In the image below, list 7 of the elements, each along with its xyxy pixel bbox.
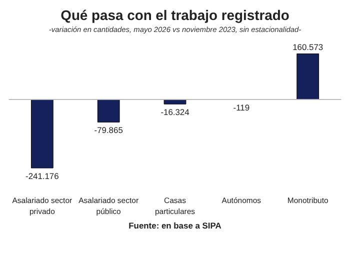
data-label: -16.324 bbox=[160, 107, 190, 118]
data-label: -119 bbox=[233, 102, 250, 112]
data-label: -241.176 bbox=[26, 170, 60, 181]
source-note: Fuente: en base a SIPA bbox=[128, 220, 222, 230]
chart-title: Qué pasa con el trabajo registrado bbox=[60, 7, 290, 24]
data-label: 160.573 bbox=[292, 42, 324, 52]
data-label: -79.865 bbox=[94, 125, 124, 136]
